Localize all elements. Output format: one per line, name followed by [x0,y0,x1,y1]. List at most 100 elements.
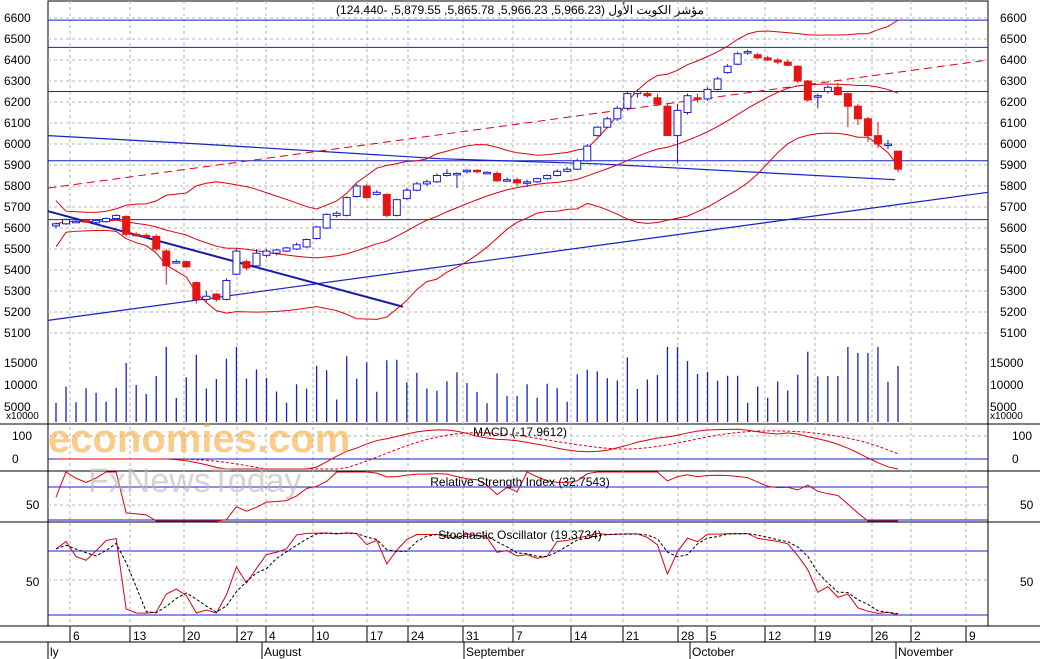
watermark-economies: economies.com [48,417,350,461]
panel-frames [0,0,1040,627]
candle [132,232,141,237]
volume-unit-label-right: x10000 [990,411,1023,422]
candle [412,181,421,192]
y-tick-label-right: 5600 [1000,221,1027,235]
candle [633,89,642,98]
candle [252,249,261,268]
candle [723,64,732,74]
month-label: November [898,645,953,659]
candle [613,106,622,121]
candle [112,214,121,220]
candle [623,91,632,111]
y-tick-label: 6500 [4,32,31,46]
y-tick-label-right: 5400 [1000,263,1027,277]
candle [192,281,201,304]
y-tick-label-right: 6600 [1000,11,1027,25]
candle [452,172,461,189]
candle [873,121,882,149]
candle [92,219,101,225]
month-label: August [264,645,302,659]
candle [803,79,812,102]
candle [62,218,71,225]
candle [242,259,251,270]
x-tick-label: 6 [73,629,80,643]
candle [142,233,151,238]
candle [853,104,862,126]
volume-bars [55,347,899,422]
month-label: October [692,645,735,659]
candle [523,179,532,188]
x-tick-label: 26 [875,629,889,643]
candle [292,242,301,251]
volume-tick-label-right: 15000 [990,356,1024,370]
rising-trendline [47,191,989,321]
candle [793,65,802,84]
candle [603,116,612,129]
candle [773,57,782,65]
macd-tick-label: 100 [12,429,32,443]
x-tick-label: 2 [914,629,921,643]
candle [102,217,111,223]
candle [332,211,341,218]
watermark: economies.com FxNewsToday [48,417,350,500]
falling-trendline [47,210,404,308]
candle [713,76,722,91]
stoch-tick-label: 50 [26,575,40,589]
rsi-line [55,471,898,522]
y-tick-label-right: 6500 [1000,32,1027,46]
x-tick-label: 21 [626,629,640,643]
indicator-overlays [47,19,989,616]
y-tick-label: 6000 [4,137,31,151]
y-tick-label-right: 6200 [1000,95,1027,109]
candle [72,219,81,224]
volume-tick-label: 5000 [4,400,31,414]
x-tick-label: 19 [818,629,832,643]
candle [272,249,281,256]
macd-tick-label-right: 100 [1012,429,1032,443]
x-tick-label: 17 [370,629,384,643]
y-tick-label: 5900 [4,158,31,172]
candle [553,169,562,177]
y-tick-label-right: 5300 [1000,284,1027,298]
candle [683,93,692,115]
candle [342,196,351,217]
candle [863,116,872,142]
x-tick-label: 10 [316,629,330,643]
candles [52,49,902,304]
candle [673,104,682,163]
candle [152,234,161,252]
y-tick-label: 6600 [4,11,31,25]
candle [392,198,401,217]
candle [593,126,602,137]
month-label: ly [50,645,59,659]
candle [883,139,892,150]
candle [402,188,411,200]
candle [703,87,712,101]
macd-title: MACD (-17.9612) [473,425,567,439]
candle [533,177,542,183]
y-tick-label-right: 6100 [1000,116,1027,130]
candle [823,85,832,94]
y-tick-label: 5500 [4,242,31,256]
candle [382,193,391,218]
stochastic-title: Stochastic Oscillator (19.3734) [438,528,601,542]
candle [833,83,842,96]
y-tick-label: 6200 [4,95,31,109]
y-tick-label: 5100 [4,326,31,340]
candle [503,177,512,182]
moving-average-line [47,135,896,181]
stoch-tick-label-right: 50 [1020,575,1034,589]
candle [763,55,772,62]
volume-tick-label-right: 10000 [990,378,1024,392]
month-label: September [466,645,525,659]
candle [513,177,522,186]
candle [52,222,60,228]
x-tick-label: 14 [574,629,588,643]
candle [222,278,231,301]
y-tick-label: 5200 [4,305,31,319]
y-tick-label-right: 5100 [1000,326,1027,340]
candle [182,260,191,268]
candle [172,259,181,264]
